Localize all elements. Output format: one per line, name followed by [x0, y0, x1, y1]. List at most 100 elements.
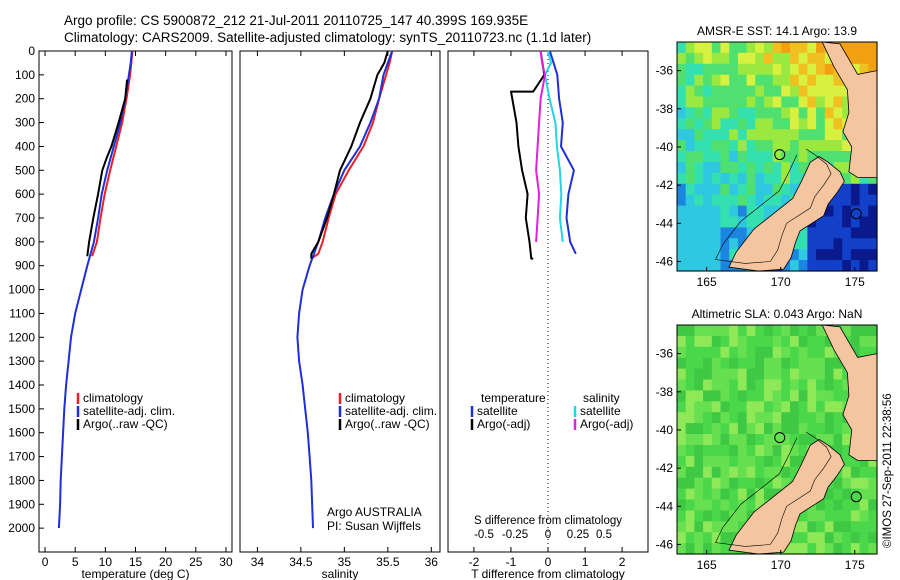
map-cell — [850, 346, 861, 359]
map-cell — [868, 227, 878, 239]
map-cell — [850, 205, 861, 218]
map-cell — [790, 532, 800, 544]
map-cell — [677, 368, 687, 381]
map-cell — [781, 63, 791, 76]
map-cell — [824, 499, 835, 511]
map-cell — [824, 412, 835, 424]
map-cell — [842, 499, 852, 511]
map-cell — [859, 455, 869, 468]
map-cell — [850, 521, 861, 533]
map-cell — [850, 466, 861, 479]
map-cell — [694, 412, 704, 424]
map-cell — [807, 532, 817, 544]
map-cell — [807, 52, 817, 65]
map-cell — [729, 238, 739, 250]
map-cell — [720, 325, 730, 337]
map-cell — [764, 74, 774, 87]
map-cell — [685, 227, 695, 239]
map-cell — [781, 162, 791, 174]
legend-label: climatology — [345, 391, 405, 405]
map-cell — [868, 477, 878, 490]
map-cell — [746, 346, 756, 359]
map-cell — [859, 42, 869, 54]
x-tick-label-temperature: 30 — [219, 555, 233, 569]
map-cell — [694, 238, 704, 250]
map-cell — [859, 172, 869, 185]
map-y-tick-label: -46 — [656, 537, 674, 551]
map-cell — [807, 357, 817, 370]
map-cell — [677, 412, 687, 424]
map-cell — [685, 346, 695, 359]
map-y-tick-label: -42 — [656, 461, 674, 475]
map-cell — [842, 445, 852, 457]
map-cell — [703, 42, 713, 54]
map-cell — [711, 357, 722, 370]
map-cell — [677, 162, 687, 174]
map-cell — [703, 325, 713, 337]
map-cell — [781, 96, 791, 108]
map-cell — [677, 357, 687, 370]
map-cell — [772, 335, 782, 348]
y-tick-label-temperature: 600 — [15, 187, 35, 201]
map-cell — [694, 63, 704, 76]
map-cell — [833, 543, 843, 555]
y-tick-label-temperature: 200 — [15, 92, 35, 106]
map-cell — [711, 510, 722, 522]
map-cell — [816, 423, 826, 435]
map-cell — [816, 107, 826, 119]
map-cell — [868, 510, 878, 522]
map-cell — [764, 488, 774, 501]
map-cell — [816, 42, 826, 54]
map-cell — [737, 107, 748, 119]
map-cell — [790, 379, 800, 391]
map-cell — [764, 63, 774, 76]
map-cell — [677, 238, 687, 250]
map-cell — [798, 52, 808, 65]
map-cell — [772, 445, 782, 457]
map-cell — [746, 42, 756, 54]
map-cell — [772, 172, 782, 185]
map-cell — [755, 346, 765, 359]
y-tick-label-temperature: 1800 — [8, 473, 35, 487]
map-cell — [790, 357, 800, 370]
map-cell — [842, 477, 852, 490]
map-cell — [694, 151, 704, 163]
map-cell — [816, 52, 826, 65]
map-cell — [772, 357, 782, 370]
map-cell — [755, 357, 765, 370]
map-cell — [677, 335, 687, 348]
map-cell — [850, 42, 861, 54]
map-cell — [711, 183, 722, 196]
map-x-tick-label: 170 — [771, 558, 791, 572]
map-cell — [729, 488, 739, 501]
map-x-tick-label: 170 — [771, 275, 791, 289]
x-tick-label-salinity: 34 — [251, 555, 265, 569]
map-cell — [711, 249, 722, 261]
map-cell — [764, 455, 774, 468]
map-cell — [833, 85, 843, 98]
x-tick-label-temperature: 10 — [99, 555, 113, 569]
map-cell — [737, 488, 748, 501]
map-cell — [729, 466, 739, 479]
map-cell — [798, 140, 808, 152]
map-cell — [746, 325, 756, 337]
map-cell — [833, 140, 843, 152]
map-cell — [790, 249, 800, 261]
map-cell — [824, 249, 835, 261]
map-cell — [711, 52, 722, 65]
x-axis-label-temperature: temperature (deg C) — [81, 567, 189, 580]
map-cell — [816, 346, 826, 359]
map-cell — [764, 379, 774, 391]
map-cell — [868, 63, 878, 76]
map-x-tick-label: 175 — [845, 558, 865, 572]
map-cell — [842, 532, 852, 544]
map-cell — [720, 390, 730, 402]
map-cell — [816, 249, 826, 261]
map-cell — [685, 129, 695, 141]
map-cell — [737, 335, 748, 348]
x-tick-label-salinity: 34.5 — [289, 555, 313, 569]
map-cell — [816, 238, 826, 250]
x-tick-label-temperature: 5 — [72, 555, 79, 569]
map-cell — [677, 521, 687, 533]
map-cell — [737, 205, 748, 218]
